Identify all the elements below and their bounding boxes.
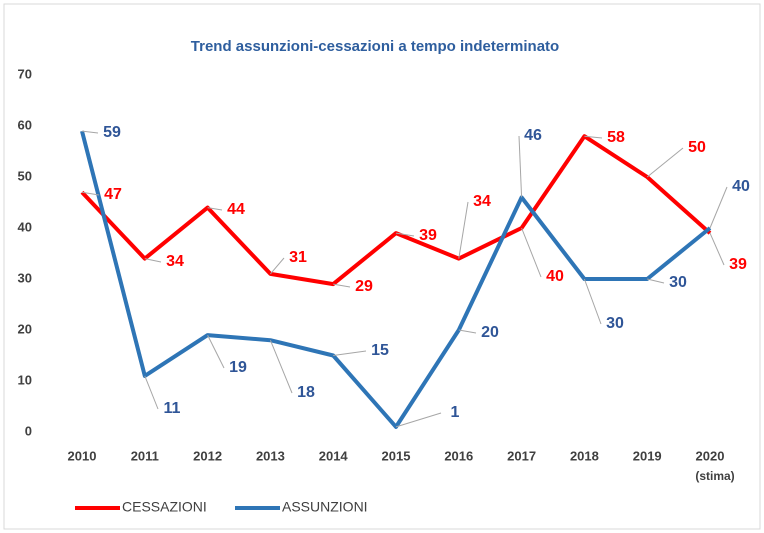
y-tick-label: 70 [18, 66, 32, 81]
y-tick-label: 30 [18, 270, 32, 285]
x-tick-note: (stima) [695, 469, 734, 483]
data-label: 50 [688, 139, 706, 156]
leader-line [144, 258, 162, 263]
data-label: 39 [729, 256, 747, 273]
data-label: 46 [524, 127, 542, 144]
data-label: 40 [732, 178, 750, 195]
leader-line [709, 186, 728, 229]
y-tick-label: 10 [18, 372, 32, 387]
leader-line [518, 135, 523, 198]
data-label: 20 [481, 324, 499, 341]
data-label: 34 [473, 193, 491, 210]
leader-line [333, 350, 367, 356]
leader-line [521, 227, 542, 278]
leader-line [81, 191, 100, 196]
leader-line [81, 130, 99, 134]
data-label: 15 [371, 342, 389, 359]
x-tick-label: 2020 [696, 448, 725, 463]
leader-line [458, 329, 477, 334]
x-tick-label: 2017 [507, 448, 536, 463]
x-tick-label: 2011 [131, 448, 159, 463]
data-label: 40 [546, 268, 564, 285]
leader-line [646, 147, 684, 178]
data-label: 47 [104, 186, 122, 203]
legend-label: ASSUNZIONI [282, 499, 368, 515]
chart-title: Trend assunzioni-cessazioni a tempo inde… [191, 38, 559, 55]
data-label: 11 [164, 400, 181, 417]
x-tick-label: 2016 [444, 448, 473, 463]
leader-line [144, 375, 159, 410]
legend-label: CESSAZIONI [122, 499, 207, 515]
data-label: 44 [227, 201, 245, 218]
x-tick-label: 2018 [570, 448, 599, 463]
data-label: 34 [166, 253, 184, 270]
x-tick-label: 2015 [382, 448, 411, 463]
x-tick-label: 2014 [319, 448, 349, 463]
x-tick-label: 2010 [68, 448, 97, 463]
data-label: 30 [669, 274, 687, 291]
leader-line [709, 232, 725, 266]
x-tick-label: 2013 [256, 448, 285, 463]
y-tick-label: 60 [18, 117, 32, 132]
x-tick-label: 2019 [633, 448, 662, 463]
data-label: 19 [229, 359, 247, 376]
x-tick-label: 2012 [193, 448, 222, 463]
data-label: 58 [607, 129, 625, 146]
leader-line [583, 278, 602, 325]
leader-line [458, 201, 469, 259]
leader-line [647, 278, 665, 284]
chart-frame [3, 3, 761, 530]
leader-line [207, 207, 223, 211]
data-label: 59 [103, 124, 121, 141]
y-tick-label: 20 [18, 321, 32, 336]
data-label: 18 [297, 384, 315, 401]
y-tick-label: 0 [25, 423, 32, 438]
leader-line [270, 257, 285, 275]
y-tick-label: 50 [18, 168, 32, 183]
leader-line [395, 232, 415, 237]
data-label: 1 [451, 404, 460, 421]
leader-line [395, 412, 442, 428]
data-label: 39 [419, 227, 437, 244]
data-label: 29 [355, 278, 373, 295]
leader-line [333, 283, 351, 288]
series-line [80, 130, 712, 429]
leader-line [584, 135, 603, 139]
y-tick-label: 40 [18, 219, 32, 234]
leader-line [269, 340, 293, 394]
leader-line [207, 334, 225, 369]
data-label: 31 [289, 249, 307, 266]
data-label: 30 [606, 315, 624, 332]
